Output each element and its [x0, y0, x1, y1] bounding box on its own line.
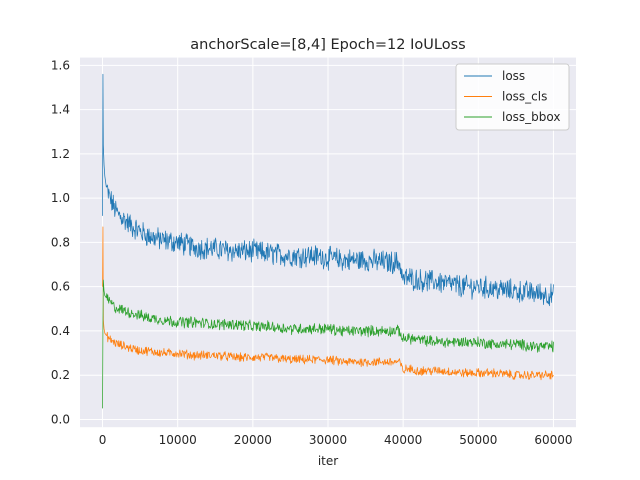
x-axis-label: iter	[318, 454, 338, 468]
y-tick-label: 1.4	[51, 103, 70, 117]
y-tick-label: 0.2	[51, 368, 70, 382]
x-tick-label: 30000	[309, 433, 347, 447]
chart-title: anchorScale=[8,4] Epoch=12 IoULoss	[190, 37, 465, 53]
legend: loss loss_cls loss_bbox	[455, 63, 570, 131]
x-tick-label: 20000	[234, 433, 272, 447]
x-tick-label: 50000	[459, 433, 497, 447]
y-axis-ticks: 0.0 0.2 0.4 0.6 0.8 1.0 1.2 1.4 1.6	[51, 58, 70, 426]
legend-label-loss-cls: loss_cls	[502, 90, 547, 104]
y-tick-label: 0.0	[51, 412, 70, 426]
y-tick-label: 1.6	[51, 58, 70, 72]
y-tick-label: 0.4	[51, 324, 70, 338]
series-line-loss	[102, 73, 554, 307]
x-tick-label: 60000	[534, 433, 572, 447]
y-tick-label: 1.0	[51, 191, 70, 205]
x-axis-ticks: 0 10000 20000 30000 40000 50000 60000	[99, 433, 573, 447]
series-lines	[102, 73, 554, 409]
y-tick-label: 0.6	[51, 280, 70, 294]
y-tick-label: 1.2	[51, 147, 70, 161]
legend-label-loss-bbox: loss_bbox	[502, 110, 561, 124]
legend-label-loss: loss	[502, 69, 525, 83]
series-line-loss-cls	[102, 226, 554, 381]
x-tick-label: 40000	[384, 433, 422, 447]
series-line-loss-bbox	[102, 279, 554, 409]
legend-box	[455, 63, 570, 131]
y-tick-label: 0.8	[51, 235, 70, 249]
x-tick-label: 0	[99, 433, 107, 447]
x-tick-label: 10000	[159, 433, 197, 447]
